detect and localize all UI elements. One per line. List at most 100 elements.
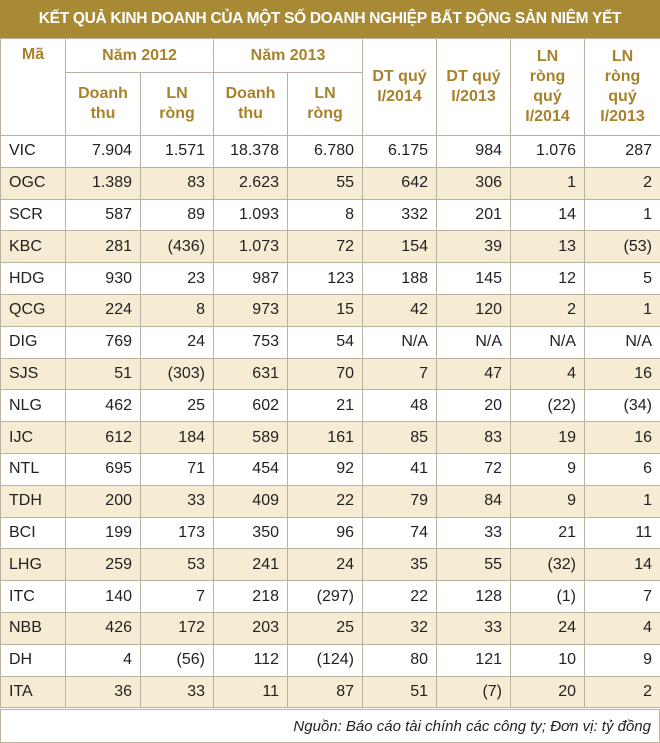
table-cell: 203 (213, 611, 288, 645)
table-cell: 47 (436, 357, 511, 391)
table-cell: (7) (436, 675, 511, 709)
table-cell: 7 (140, 580, 214, 613)
table-cell: 74 (362, 516, 437, 550)
table-cell: 987 (213, 262, 288, 295)
table-row: KBC 281 (436) 1.073 72 154 39 13 (53) (0, 230, 660, 264)
table-cell: 55 (436, 548, 511, 582)
table-cell: 350 (213, 516, 288, 550)
table-cell: 8 (140, 293, 214, 327)
header-cell: LN ròng quý I/2013 (584, 38, 660, 136)
sub-header-cell: LN ròng (140, 72, 214, 136)
table-row: ITC 140 7 218 (297) 22 128 (1) 7 (0, 580, 660, 613)
table-cell: 33 (140, 484, 214, 518)
table-cell: 2 (584, 166, 660, 200)
table-cell: 85 (362, 421, 437, 454)
table-cell: 11 (213, 675, 288, 709)
company-code: NBB (0, 611, 66, 645)
table-cell: 32 (362, 611, 437, 645)
table-cell: (303) (140, 357, 214, 391)
table-cell: (436) (140, 230, 214, 264)
table-cell: N/A (510, 325, 585, 359)
table-cell: 51 (362, 675, 437, 709)
table-cell: 112 (213, 643, 288, 677)
company-code: VIC (0, 135, 66, 168)
header-cell: Năm 2013 (213, 38, 363, 73)
table-cell: 15 (287, 293, 363, 327)
table-cell: 930 (65, 262, 141, 295)
table-cell: (56) (140, 643, 214, 677)
header-cell: DT quý I/2013 (436, 38, 511, 136)
table-cell: 4 (584, 611, 660, 645)
table-cell: 11 (584, 516, 660, 550)
table-cell: 84 (436, 484, 511, 518)
table-cell: 13 (510, 230, 585, 264)
table-row: NLG 462 25 602 21 48 20 (22) (34) (0, 389, 660, 423)
table-cell: 218 (213, 580, 288, 613)
table-cell: 22 (287, 484, 363, 518)
table-cell: 2.623 (213, 166, 288, 200)
table-cell: 123 (287, 262, 363, 295)
table-cell: 140 (65, 580, 141, 613)
table-row: TDH 200 33 409 22 79 84 9 1 (0, 484, 660, 518)
table-row: DIG 769 24 753 54 N/A N/A N/A N/A (0, 325, 660, 359)
table-cell: 18.378 (213, 135, 288, 168)
table-cell: 1.093 (213, 198, 288, 232)
table-cell: 4 (510, 357, 585, 391)
table-row: QCG 224 8 973 15 42 120 2 1 (0, 293, 660, 327)
table-cell: 589 (213, 421, 288, 454)
table-cell: 172 (140, 611, 214, 645)
table-row: BCI 199 173 350 96 74 33 21 11 (0, 516, 660, 550)
table-cell: 72 (287, 230, 363, 264)
table-cell: 128 (436, 580, 511, 613)
table-cell: 87 (287, 675, 363, 709)
company-code: BCI (0, 516, 66, 550)
table-row: IJC 612 184 589 161 85 83 19 16 (0, 421, 660, 454)
table-cell: 48 (362, 389, 437, 423)
table-cell: 631 (213, 357, 288, 391)
table-cell: (34) (584, 389, 660, 423)
table-cell: 24 (287, 548, 363, 582)
table-cell: 6.780 (287, 135, 363, 168)
table-cell: N/A (584, 325, 660, 359)
table-cell: (32) (510, 548, 585, 582)
table-cell: 587 (65, 198, 141, 232)
table-cell: 306 (436, 166, 511, 200)
table-cell: 769 (65, 325, 141, 359)
table-cell: 16 (584, 357, 660, 391)
table-cell: 5 (584, 262, 660, 295)
table-cell: 4 (65, 643, 141, 677)
table-row: SJS 51 (303) 631 70 7 47 4 16 (0, 357, 660, 391)
table-cell: 642 (362, 166, 437, 200)
table-cell: 188 (362, 262, 437, 295)
table-cell: 454 (213, 452, 288, 486)
table-cell: 54 (287, 325, 363, 359)
table-row: OGC 1.389 83 2.623 55 642 306 1 2 (0, 166, 660, 200)
table-cell: 21 (510, 516, 585, 550)
table-row: HDG 930 23 987 123 188 145 12 5 (0, 262, 660, 295)
table-cell: 70 (287, 357, 363, 391)
company-code: TDH (0, 484, 66, 518)
company-code: OGC (0, 166, 66, 200)
table-cell: (1) (510, 580, 585, 613)
table-cell: 22 (362, 580, 437, 613)
table-row: NTL 695 71 454 92 41 72 9 6 (0, 452, 660, 486)
table-row: VIC 7.904 1.571 18.378 6.780 6.175 984 1.076 287 (0, 135, 660, 168)
table-cell: 602 (213, 389, 288, 423)
table-row: NBB 426 172 203 25 32 33 24 4 (0, 611, 660, 645)
table-cell: (297) (287, 580, 363, 613)
table-cell: 612 (65, 421, 141, 454)
table-row: LHG 259 53 241 24 35 55 (32) 14 (0, 548, 660, 582)
table-cell: 10 (510, 643, 585, 677)
table-cell: 24 (140, 325, 214, 359)
table-cell: 9 (584, 643, 660, 677)
table-cell: 199 (65, 516, 141, 550)
table-cell: 14 (510, 198, 585, 232)
table-cell: 39 (436, 230, 511, 264)
header-cell: Năm 2012 (65, 38, 214, 73)
table-row: DH 4 (56) 112 (124) 80 121 10 9 (0, 643, 660, 677)
table-cell: 41 (362, 452, 437, 486)
table-cell: 9 (510, 452, 585, 486)
table-cell: 89 (140, 198, 214, 232)
company-code: NLG (0, 389, 66, 423)
table-cell: 96 (287, 516, 363, 550)
